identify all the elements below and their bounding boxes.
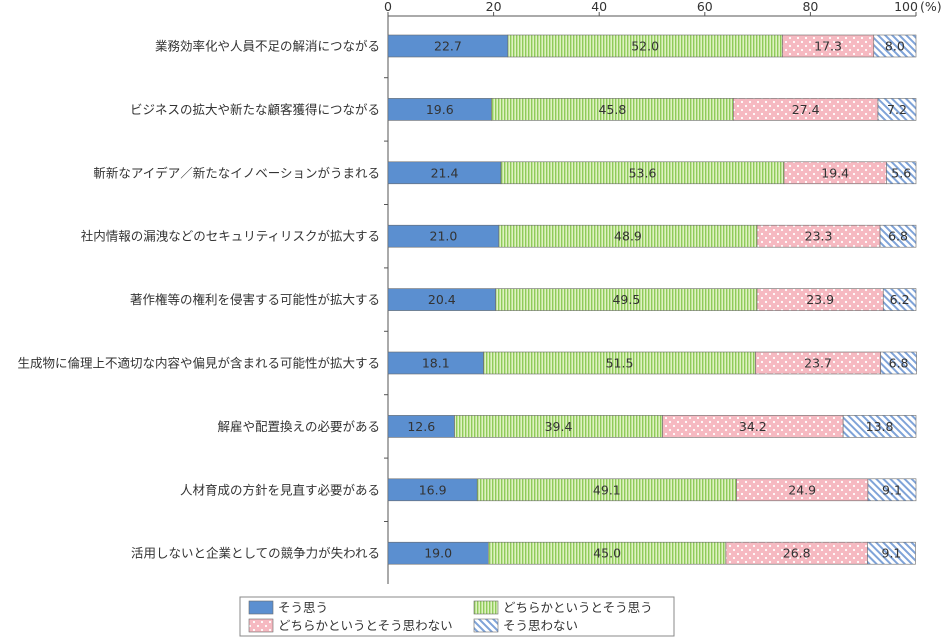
value-label: 5.6 — [891, 165, 911, 180]
value-label: 22.7 — [434, 39, 462, 54]
value-label: 21.0 — [430, 229, 458, 244]
value-label: 45.0 — [593, 546, 621, 561]
legend-swatch — [248, 618, 274, 633]
value-label: 21.4 — [431, 165, 459, 180]
category-label: 社内情報の漏洩などのセキュリティリスクが拡大する — [81, 229, 380, 244]
value-label: 9.1 — [882, 546, 902, 561]
legend-swatch — [473, 618, 499, 633]
bars-layer — [387, 34, 917, 565]
value-label: 6.8 — [888, 229, 908, 244]
value-label: 6.2 — [890, 292, 910, 307]
axis-layer: 0 20 40 60 80 100 (%) — [384, 0, 942, 584]
x-tick-label: 0 — [384, 0, 392, 14]
x-tick-label: 60 — [697, 0, 713, 14]
value-label: 34.2 — [739, 419, 767, 434]
value-label: 49.1 — [593, 482, 621, 497]
value-label: 48.9 — [614, 229, 642, 244]
bar-segment — [882, 288, 917, 311]
legend-label: どちらかというとそう思わない — [278, 618, 453, 633]
bar-segment — [879, 224, 917, 248]
value-label: 39.4 — [545, 419, 573, 434]
value-label: 20.4 — [428, 292, 456, 307]
value-label: 23.9 — [806, 292, 834, 307]
x-tick-label: 40 — [591, 0, 607, 14]
bar-segment — [873, 34, 917, 58]
category-label: 解雇や配置換えの必要がある — [217, 419, 380, 434]
value-label: 45.8 — [598, 102, 626, 117]
value-label: 49.5 — [612, 292, 640, 307]
value-label: 6.8 — [889, 356, 909, 371]
legend-box — [239, 596, 675, 637]
category-label: 人材育成の方針を見直す必要がある — [180, 482, 380, 497]
value-label: 53.6 — [629, 165, 657, 180]
value-label: 23.3 — [805, 229, 833, 244]
value-label: 12.6 — [407, 419, 435, 434]
value-label: 7.2 — [887, 102, 907, 117]
value-label: 8.0 — [885, 39, 905, 54]
value-label: 19.4 — [821, 165, 849, 180]
bar-segment — [886, 161, 917, 185]
value-label: 19.0 — [424, 546, 452, 561]
category-label: 活用しないと企業としての競争力が失われる — [131, 546, 380, 561]
category-label: ビジネスの拡大や新たな顧客獲得につながる — [130, 102, 380, 117]
bar-segment — [867, 478, 917, 502]
bar-segment — [842, 415, 917, 438]
value-label: 17.3 — [814, 39, 842, 54]
value-label: 26.8 — [783, 546, 811, 561]
bar-segment — [867, 541, 916, 565]
value-label: 16.9 — [419, 482, 447, 497]
value-label: 18.1 — [422, 356, 450, 371]
x-tick-label: 100 — [894, 0, 918, 14]
legend-swatch — [248, 600, 274, 615]
category-label: 業務効率化や人員不足の解消につながる — [155, 39, 380, 54]
value-label: 52.0 — [631, 39, 659, 54]
value-label: 23.7 — [804, 356, 832, 371]
labels-layer: 業務効率化や人員不足の解消につながる 22.7 52.0 17.3 8.0 ビジネスの拡大… — [17, 39, 911, 561]
bar-segment — [880, 351, 917, 375]
legend-label: そう思う — [278, 600, 328, 615]
legend-swatch — [473, 600, 499, 615]
value-label: 27.4 — [792, 102, 820, 117]
value-label: 13.8 — [866, 419, 894, 434]
x-tick-label: 20 — [486, 0, 502, 14]
value-label: 24.9 — [788, 482, 816, 497]
value-label: 19.6 — [426, 102, 454, 117]
category-label: 生成物に倫理上不適切な内容や偏見が含まれる可能性が拡大する — [17, 356, 380, 371]
x-tick-label: 80 — [802, 0, 818, 14]
value-label: 9.1 — [882, 482, 902, 497]
unit-label: (%) — [920, 0, 942, 14]
legend-label: どちらかというとそう思う — [503, 600, 653, 615]
bar-segment — [877, 98, 917, 121]
legend-label: そう思わない — [503, 618, 578, 633]
value-label: 51.5 — [606, 356, 634, 371]
category-label: 著作権等の権利を侵害する可能性が拡大する — [130, 292, 380, 307]
category-label: 斬新なアイデア／新たなイノベーションがうまれる — [93, 165, 380, 180]
